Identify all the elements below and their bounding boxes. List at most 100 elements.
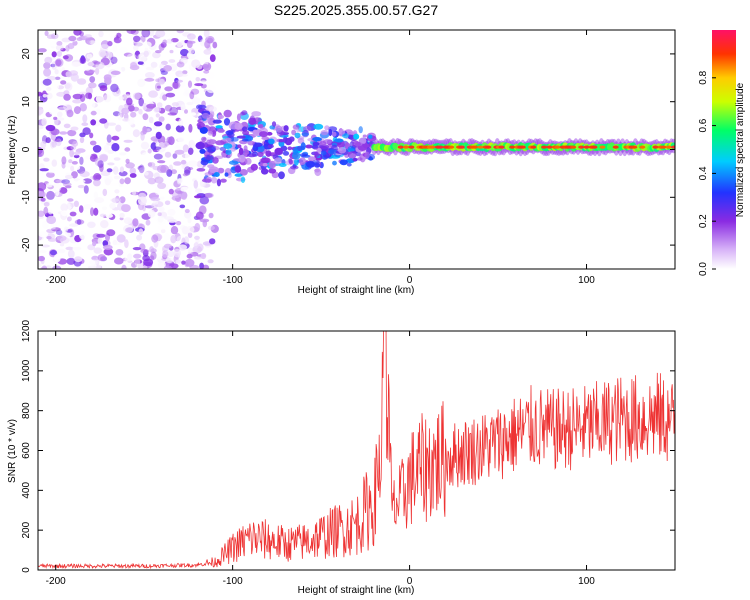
heatmap-cell (195, 211, 204, 220)
heatmap-cell (59, 131, 68, 135)
heatmap-cell (237, 144, 242, 148)
heatmap-cell (138, 108, 143, 115)
heatmap-cell (112, 166, 119, 175)
heatmap-cell (171, 190, 181, 199)
heatmap-cell (652, 145, 659, 149)
heatmap-cell (477, 145, 484, 149)
heatmap-cell (113, 157, 121, 161)
heatmap-cell (102, 188, 108, 197)
heatmap-cell (38, 250, 47, 253)
heatmap-cell (62, 55, 69, 60)
heatmap-cell (44, 30, 49, 36)
heatmap-cell (137, 78, 146, 88)
heatmap-cell (320, 150, 327, 156)
heatmap-cell (150, 61, 158, 68)
heatmap-cell (157, 160, 166, 164)
heatmap-cell (177, 136, 185, 143)
heatmap-cell (193, 180, 199, 189)
heatmap-cell (319, 140, 327, 146)
heatmap-cell (352, 157, 358, 162)
heatmap-cell (60, 80, 67, 85)
colorbar-label: Normalized spectral amplitude (735, 82, 746, 217)
heatmap-cell (112, 111, 121, 117)
heatmap-cell (182, 173, 188, 177)
heatmap-cell (168, 59, 176, 63)
heatmap-cell (599, 145, 606, 149)
heatmap-cell (241, 138, 249, 142)
heatmap-cell (212, 41, 218, 49)
heatmap-cell (56, 41, 63, 46)
heatmap-cell (40, 141, 47, 149)
heatmap-cell (142, 102, 148, 111)
heatmap-cell (183, 236, 189, 245)
heatmap-cell (92, 145, 102, 153)
heatmap-cell (137, 196, 147, 206)
heatmap-cell (53, 116, 58, 120)
heatmap-cell (147, 162, 156, 168)
heatmap-cell (153, 239, 159, 248)
heatmap-cell (171, 102, 179, 107)
heatmap-cell (184, 208, 190, 214)
heatmap-cell (127, 53, 137, 60)
heatmap-cell (79, 231, 86, 240)
heatmap-cell (223, 109, 232, 118)
heatmap-cell (153, 153, 163, 160)
heatmap-cell (157, 212, 162, 217)
heatmap-cell (97, 254, 106, 262)
heatmap-cell (314, 163, 321, 168)
heatmap-cell (509, 145, 516, 149)
heatmap-cell (51, 141, 57, 148)
heatmap-cell (328, 128, 333, 137)
spectrogram-y-ticks: -20 -10 0 10 20 (21, 48, 675, 252)
heatmap-cell (103, 144, 110, 153)
heatmap-cell (180, 48, 189, 57)
heatmap-cell (41, 265, 47, 269)
heatmap-cell (65, 246, 73, 250)
heatmap-cell (94, 197, 105, 204)
heatmap-cell (66, 146, 74, 151)
heatmap-cell (168, 188, 174, 195)
heatmap-cell (138, 97, 144, 107)
heatmap-cell (182, 32, 192, 37)
heatmap-cell (157, 253, 162, 260)
heatmap-cell (56, 235, 67, 242)
heatmap-cell (82, 127, 91, 135)
heatmap-cell (121, 204, 131, 213)
snr-y-ticks: 0 200 400 600 800 1000 1200 (21, 319, 675, 573)
heatmap-cell (194, 195, 202, 199)
figure-title: S225.2025.355.00.57.G27 (274, 2, 438, 18)
heatmap-cell (164, 104, 173, 112)
heatmap-cell (223, 118, 231, 126)
snr-x-axis-label: Height of straight line (km) (298, 585, 415, 596)
heatmap-cell (134, 257, 141, 267)
heatmap-cell (96, 233, 106, 238)
heatmap-cell (142, 265, 148, 269)
heatmap-cell (133, 253, 142, 259)
heatmap-cell (191, 59, 201, 68)
y-tick-label: 600 (21, 442, 32, 459)
heatmap-cell (123, 217, 133, 225)
heatmap-cell (170, 235, 177, 244)
heatmap-cell (38, 182, 47, 191)
y-tick-label: 800 (21, 402, 32, 419)
heatmap-cell (38, 48, 47, 53)
heatmap-cell (179, 181, 187, 187)
heatmap-cell (61, 156, 67, 165)
heatmap-cell (176, 30, 184, 34)
y-tick-label: -10 (21, 190, 32, 205)
heatmap-cell (132, 129, 140, 138)
heatmap-cell (217, 167, 225, 174)
heatmap-cell (61, 210, 68, 217)
heatmap-cell (79, 56, 87, 64)
x-tick-label: 100 (578, 576, 595, 587)
heatmap-cell (458, 145, 465, 149)
heatmap-cell (59, 242, 65, 247)
heatmap-cell (127, 105, 135, 112)
heatmap-cell (38, 210, 45, 217)
heatmap-cell (327, 149, 338, 155)
heatmap-cell (64, 83, 71, 89)
heatmap-cell (145, 72, 155, 79)
heatmap-cell (55, 187, 60, 197)
heatmap-cell (247, 153, 257, 158)
heatmap-cell (207, 259, 214, 264)
